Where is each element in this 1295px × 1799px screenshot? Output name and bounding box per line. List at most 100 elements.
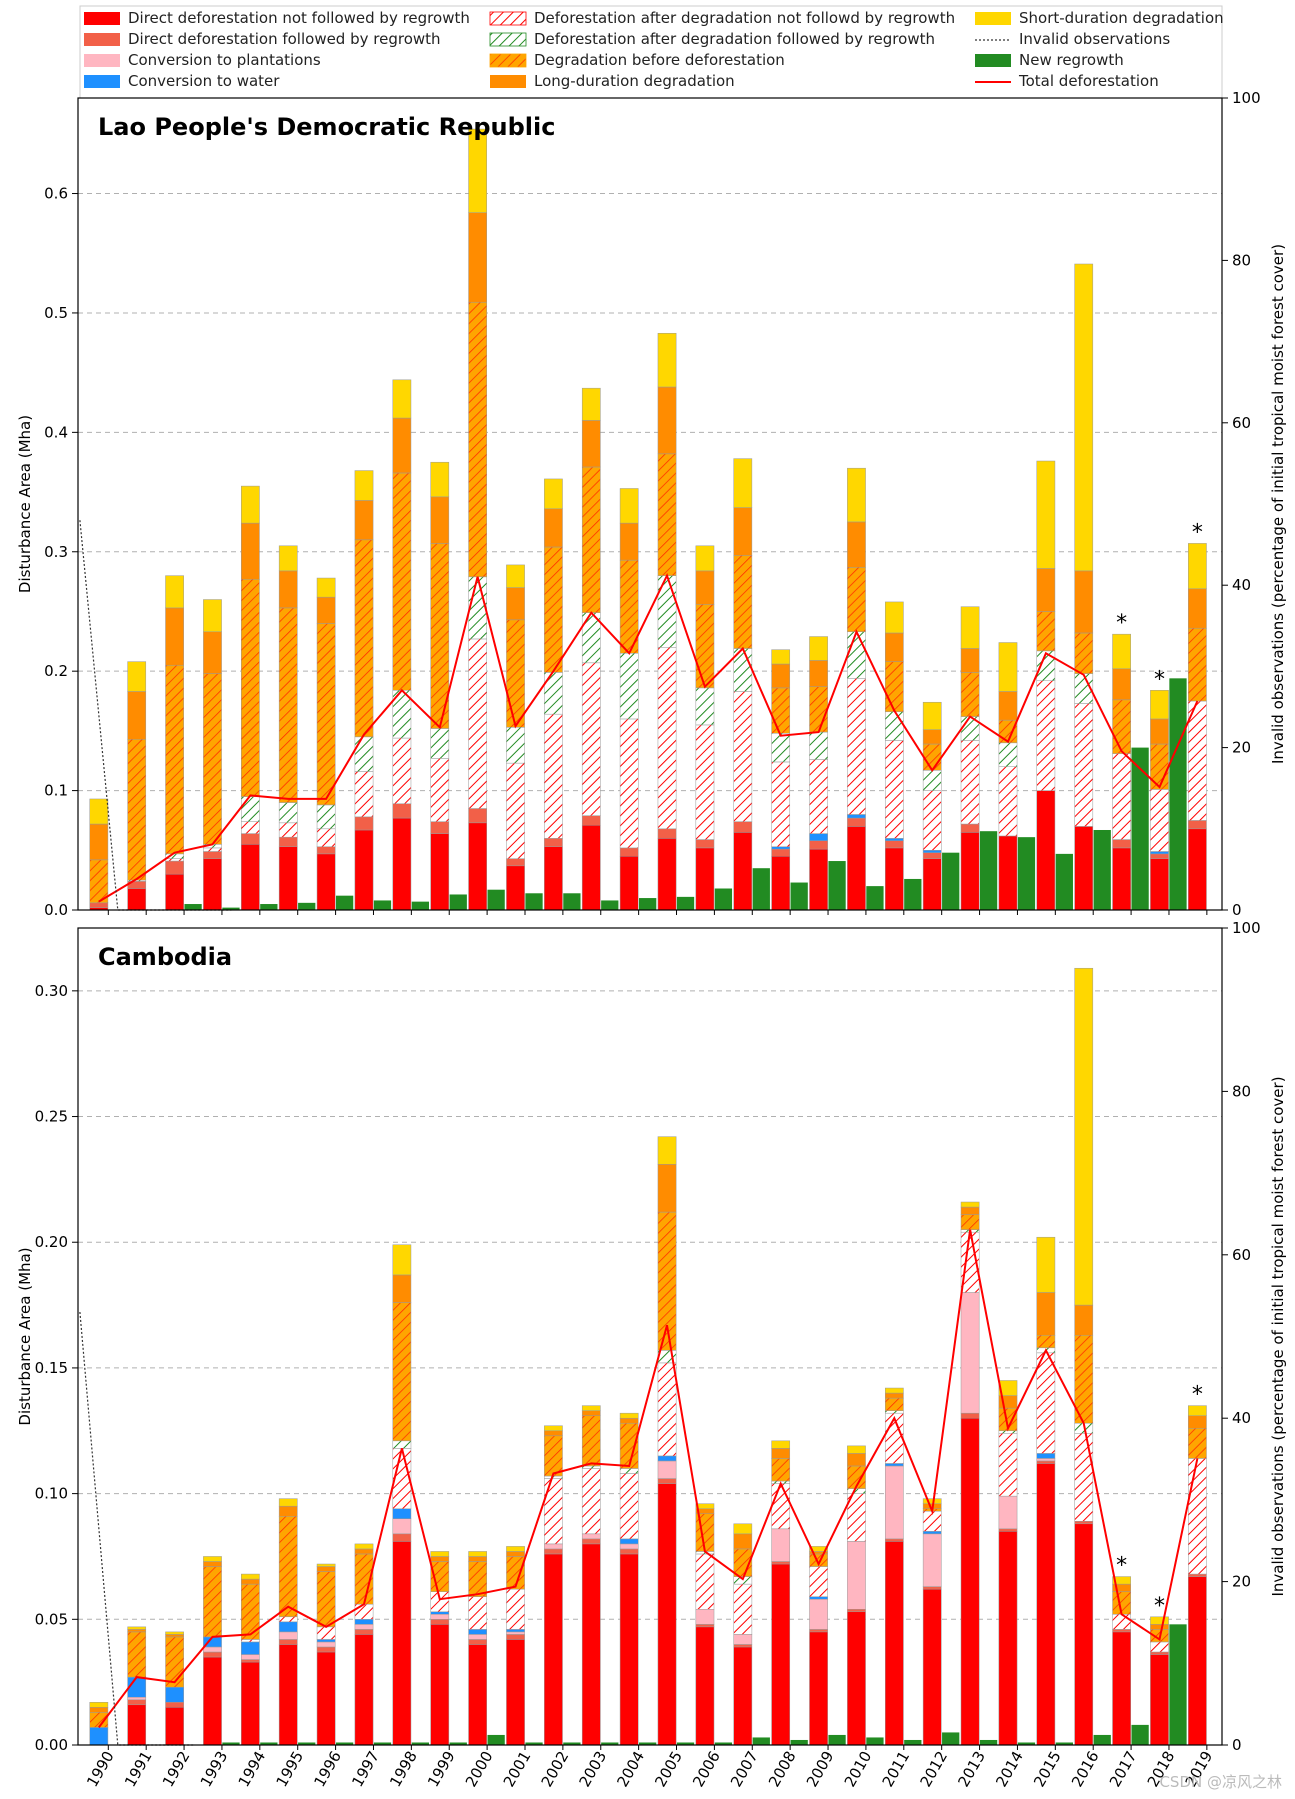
bar-after-deg-regrowth bbox=[695, 687, 715, 726]
bar-new-regrowth bbox=[752, 868, 770, 910]
asterisk-marker: * bbox=[1116, 1554, 1127, 1579]
bar-new-regrowth bbox=[1131, 747, 1149, 910]
bar-long-deg bbox=[1112, 668, 1131, 701]
bar-short-deg bbox=[1036, 1236, 1056, 1293]
bar-new-regrowth bbox=[449, 894, 467, 910]
bar-new-regrowth bbox=[298, 1742, 316, 1745]
y-tick-label: 0.2 bbox=[44, 662, 68, 680]
legend-swatch bbox=[84, 75, 120, 88]
legend-swatch bbox=[84, 54, 120, 67]
bar-direct-no-regrowth bbox=[960, 832, 980, 911]
bar-direct-regrowth bbox=[392, 803, 412, 819]
bar-short-deg bbox=[884, 601, 904, 634]
bar-direct-no-regrowth bbox=[241, 844, 260, 911]
bar-short-deg bbox=[922, 701, 942, 730]
bar-after-deg-no-regrowth bbox=[241, 1639, 260, 1643]
chart-panel-lao: 0.0 0.1 0.2 0.3 0.4 0.5 0.6 0 20 40 60 80 100 * * * Lao … bbox=[16, 89, 1287, 919]
bar-direct-regrowth bbox=[1150, 853, 1169, 859]
bar-long-deg bbox=[316, 1566, 336, 1572]
bar-direct-no-regrowth bbox=[1036, 1463, 1056, 1746]
x-tick-label: 2011 bbox=[879, 1748, 914, 1790]
bar-new-regrowth bbox=[184, 904, 202, 910]
bar-direct-no-regrowth bbox=[771, 1563, 791, 1746]
bar-new-regrowth bbox=[487, 1734, 505, 1745]
bar-long-deg bbox=[468, 1556, 487, 1562]
bar-direct-no-regrowth bbox=[733, 832, 753, 911]
bar-direct-regrowth bbox=[733, 821, 753, 833]
bar-direct-no-regrowth bbox=[581, 1543, 601, 1746]
bar-plantation bbox=[506, 1631, 525, 1635]
bar-short-deg bbox=[203, 599, 222, 633]
y-tick-label: 0.30 bbox=[35, 982, 68, 1000]
bar-after-deg-no-regrowth bbox=[581, 1468, 601, 1535]
bar-short-deg bbox=[165, 575, 184, 609]
bar-new-regrowth bbox=[676, 896, 695, 910]
bar-after-deg-no-regrowth bbox=[581, 662, 601, 816]
bar-plantation bbox=[392, 1518, 412, 1535]
x-tick-label: 1999 bbox=[424, 1748, 459, 1790]
bar-new-regrowth bbox=[601, 900, 619, 910]
bar-long-deg bbox=[1188, 1415, 1207, 1429]
bar-short-deg bbox=[354, 1543, 374, 1550]
y2-tick-label: 80 bbox=[1232, 1082, 1251, 1100]
bar-direct-regrowth bbox=[1188, 820, 1207, 830]
bar-after-deg-no-regrowth bbox=[884, 740, 904, 839]
y2-axis-label: Invalid observations (percentage of init… bbox=[1269, 1076, 1287, 1596]
bar-deg-before bbox=[847, 567, 866, 633]
bar-direct-no-regrowth bbox=[657, 1483, 677, 1746]
bar-long-deg bbox=[1036, 568, 1056, 612]
bar-new-regrowth bbox=[828, 861, 846, 910]
bar-plantation bbox=[847, 1541, 866, 1610]
bar-new-regrowth bbox=[714, 888, 733, 910]
legend-label: Direct deforestation not followed by reg… bbox=[128, 9, 470, 27]
bar-long-deg bbox=[430, 496, 450, 544]
bar-water bbox=[884, 838, 904, 841]
bar-after-deg-no-regrowth bbox=[468, 638, 487, 809]
bar-new-regrowth bbox=[222, 907, 240, 910]
bar-direct-regrowth bbox=[847, 817, 866, 827]
bar-long-deg bbox=[354, 1548, 374, 1555]
bar-deg-before bbox=[506, 619, 525, 728]
bar-water bbox=[241, 1641, 260, 1655]
bar-direct-regrowth bbox=[89, 902, 109, 908]
bar-new-regrowth bbox=[1017, 837, 1036, 910]
bar-after-deg-no-regrowth bbox=[922, 1510, 942, 1532]
x-tick-label: 2000 bbox=[462, 1748, 497, 1790]
bar-short-deg bbox=[1112, 1576, 1131, 1585]
bar-plantation bbox=[922, 1533, 942, 1587]
bar-short-deg bbox=[430, 1551, 450, 1557]
bar-after-deg-no-regrowth bbox=[847, 678, 866, 815]
bar-direct-regrowth bbox=[619, 1548, 639, 1555]
bar-direct-regrowth bbox=[884, 840, 904, 849]
bar-short-deg bbox=[581, 387, 601, 421]
bar-after-deg-no-regrowth bbox=[998, 1433, 1018, 1497]
legend-label: Invalid observations bbox=[1019, 30, 1170, 48]
bar-direct-regrowth bbox=[468, 1639, 487, 1645]
bar-direct-regrowth bbox=[960, 823, 980, 833]
bar-after-deg-no-regrowth bbox=[809, 759, 828, 834]
bar-direct-no-regrowth bbox=[1112, 1631, 1131, 1746]
bar-after-deg-no-regrowth bbox=[1074, 1433, 1094, 1522]
bar-after-deg-no-regrowth bbox=[1150, 789, 1169, 852]
bar-direct-regrowth bbox=[695, 1624, 715, 1628]
bar-long-deg bbox=[1074, 570, 1094, 634]
bar-deg-before bbox=[278, 1515, 298, 1618]
bar-new-regrowth bbox=[828, 1734, 846, 1745]
y-tick-label: 0.15 bbox=[35, 1359, 68, 1377]
bar-long-deg bbox=[506, 587, 525, 621]
legend-label: Deforestation after degradation followed… bbox=[534, 30, 935, 48]
y-tick-label: 0.6 bbox=[44, 185, 68, 203]
bar-after-deg-regrowth bbox=[392, 1440, 412, 1449]
bar-deg-before bbox=[960, 672, 980, 717]
bar-water bbox=[165, 1686, 184, 1703]
bar-water bbox=[430, 1611, 450, 1615]
bar-short-deg bbox=[1074, 967, 1094, 1306]
bar-short-deg bbox=[1074, 263, 1094, 572]
x-tick-label: 2015 bbox=[1030, 1748, 1065, 1790]
x-tick-label: 1997 bbox=[348, 1748, 383, 1790]
bar-direct-regrowth bbox=[316, 1646, 336, 1653]
bar-new-regrowth bbox=[335, 895, 354, 910]
bar-direct-no-regrowth bbox=[695, 1626, 715, 1746]
bar-long-deg bbox=[203, 1561, 222, 1567]
